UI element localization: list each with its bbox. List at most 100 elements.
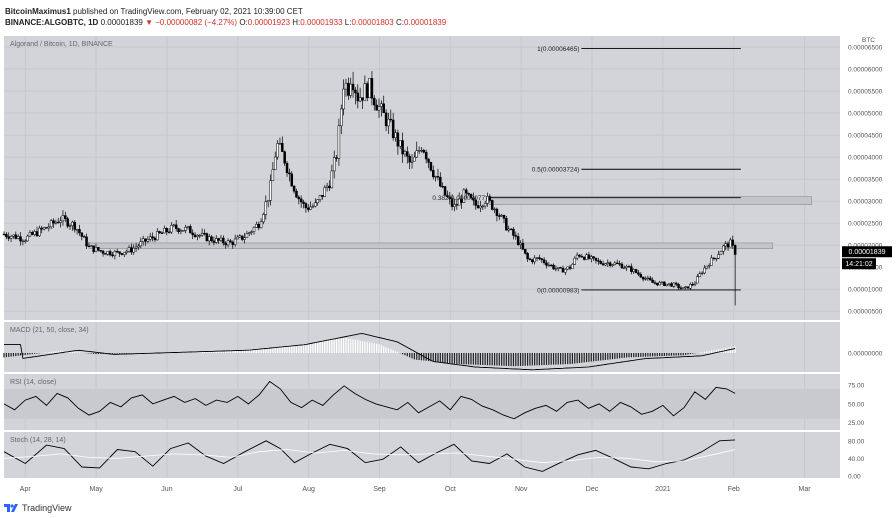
candle-body [712,257,716,259]
candle-body [245,233,249,238]
candle-body [545,262,548,266]
stoch-d-line [3,449,736,464]
candle-body [493,208,496,211]
candle-body [42,227,46,230]
open-label: O: [239,18,248,27]
candle-body [665,283,668,286]
candle-body [641,276,645,280]
candle-body [707,265,711,267]
candle-body [181,230,185,232]
candle-body [715,258,718,260]
candle-body [5,233,8,237]
candle-body [689,284,692,289]
candle-body [271,169,275,182]
candle-body [266,200,270,203]
candle-body [726,243,730,248]
candle-body [531,259,534,263]
candle-body [396,132,400,147]
macd-panel-bg [4,322,840,372]
price-y-tick-label: 0.00003500 [848,177,883,184]
candle-body [19,236,22,242]
candle-body [476,205,480,209]
candle-body [384,112,388,127]
candle-body [255,224,258,228]
candle-body [481,205,485,208]
candle-body [679,287,683,289]
candle-body [125,250,128,253]
rsi-y-tick-label: 25.00 [848,420,865,427]
candle-body [9,236,13,239]
candle-body [573,257,577,265]
candle-body [585,254,588,260]
publish-info: BitcoinMaximus1 published on TradingView… [5,7,303,16]
candle-body [273,156,277,170]
countdown-badge-text: 14:21:02 [845,261,872,268]
candle-body [342,88,345,110]
candle-body [318,195,322,201]
candle-body [590,256,593,259]
candle-body [646,277,650,280]
candle-body [686,286,690,289]
candle-body [717,254,720,259]
footer-brand[interactable]: TradingView [22,503,72,513]
candle-body [61,215,65,222]
candle-body [184,227,187,231]
candle-body [66,218,69,227]
candle-body [420,150,423,152]
candle-body [236,236,239,240]
candle-body [160,232,164,234]
candle-body [288,172,291,175]
candle-body [73,221,77,230]
candle-body [347,82,350,96]
candle-body [693,282,697,285]
chart-area[interactable]: 1(0.00006465) 0.5(0.00003724) 0.382(0.0000… [0,30,896,498]
candle-body [568,266,572,269]
price-y-tick-label: 0.00004500 [848,133,883,140]
candle-body [533,257,536,263]
rsi-line [3,380,736,420]
macd-title: MACD (21, 50, close, 34) [10,327,89,334]
candle-body [519,242,522,245]
candle-body [398,140,402,147]
candle-body [108,251,112,256]
price-y-tick-label: 0.00003000 [848,199,883,206]
candle-body [224,242,227,246]
candle-body [486,196,489,204]
candle-body [500,214,503,217]
support-resistance-zone [88,242,773,249]
candle-body [592,256,595,259]
x-tick-label: Apr [20,486,32,493]
candle-body [630,266,633,272]
candle-body [439,176,442,187]
author-name[interactable]: BitcoinMaximus1 [5,7,71,16]
candle-body [207,236,211,242]
fib-level-label: 0(0.00000983) [537,287,579,294]
fib-level-label: 1(0.00006465) [537,46,579,53]
candle-body [582,256,586,260]
candle-body [137,245,140,248]
candle-body [316,199,319,203]
chart-svg[interactable]: 1(0.00006465) 0.5(0.00003724) 0.382(0.0000… [0,30,896,498]
candle-body [349,83,352,96]
candle-body [156,231,159,241]
candle-body [443,186,447,196]
candle-body [45,227,48,229]
candle-body [455,204,459,206]
candle-body [502,214,506,219]
price-y-tick-label: 0.00002000 [848,243,883,250]
candle-body [514,235,518,237]
price-y-tick-label: 0.00005500 [848,89,883,96]
candle-body [68,225,72,227]
x-tick-label: Feb [728,486,740,493]
candle-body [731,239,735,246]
candle-body [47,226,51,229]
price-y-tick-label: 0.00005000 [848,111,883,118]
candle-body [575,254,579,259]
price-y-tick-label: 0.00000500 [848,309,883,316]
rsi-band [4,388,840,419]
candle-body [615,262,619,265]
candle-body [56,221,60,224]
candle-body [623,267,626,269]
candle-body [215,238,218,243]
candle-body [163,228,166,234]
